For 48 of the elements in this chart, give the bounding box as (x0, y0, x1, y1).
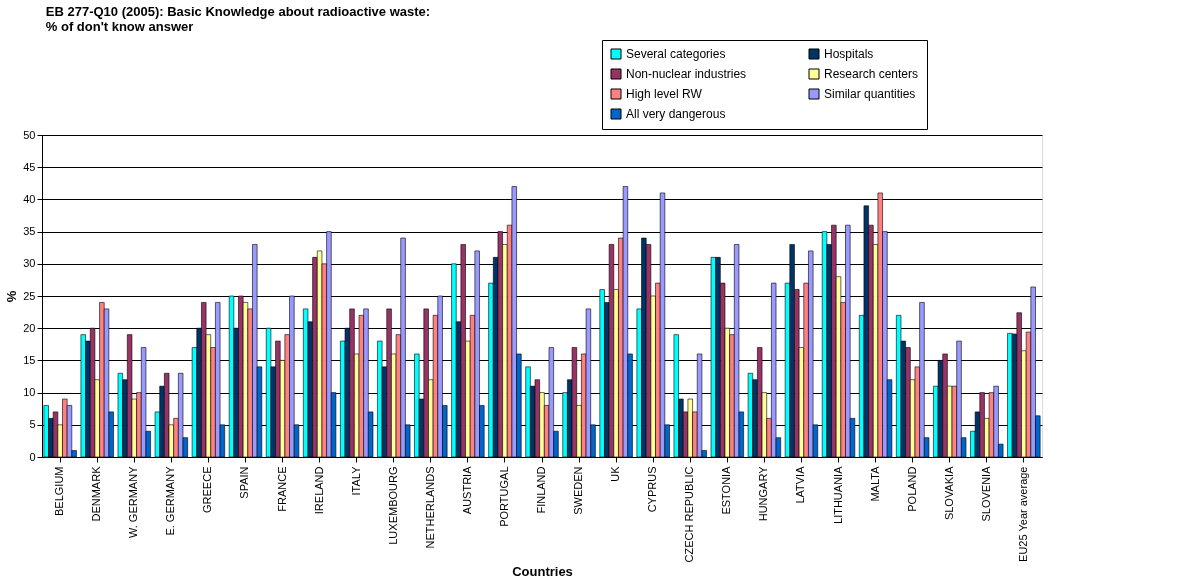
x-tick-label: CYPRUS (646, 466, 659, 513)
x-tick-label: BELGIUM (53, 466, 66, 517)
x-tick-label: SPAIN (238, 466, 251, 499)
x-tick-label: PORTUGAL (497, 466, 510, 527)
y-tick-label: 5 (29, 418, 36, 431)
y-tick-label: 10 (23, 386, 36, 399)
legend-label: Similar quantities (824, 87, 916, 101)
x-tick-label: UK (609, 465, 622, 482)
x-tick-label: FRANCE (275, 466, 288, 512)
x-tick-label: SLOVAKIA (942, 465, 955, 521)
y-tick-label: 45 (23, 160, 36, 173)
legend-label: Several categories (626, 47, 726, 61)
x-tick-label: GREECE (201, 466, 214, 513)
x-tick-label: HUNGARY (757, 465, 770, 522)
chart-title: EB 277-Q10 (2005): Basic Knowledge about radioactive waste: % of don't know answer (45, 3, 431, 34)
y-tick-label: 25 (23, 289, 36, 302)
x-tick-label: W. GERMANY (127, 465, 140, 539)
legend-label: All very dangerous (626, 107, 726, 121)
legend-label: High level RW (626, 87, 703, 101)
x-tick-label: MALTA (868, 465, 881, 502)
x-tick-label: LATVIA (794, 465, 807, 504)
x-tick-label: NETHERLANDS (423, 466, 436, 549)
x-tick-label: SLOVENIA (979, 465, 992, 522)
y-tick-label: 30 (23, 257, 36, 270)
legend-label: Research centers (824, 67, 919, 81)
x-tick-label: ESTONIA (720, 465, 733, 515)
y-tick-label: 0 (29, 450, 36, 463)
x-tick-label: DENMARK (90, 465, 103, 522)
legend-label: Non-nuclear industries (626, 67, 747, 81)
y-tick-label: 50 (23, 128, 36, 141)
y-tick-label: 40 (23, 192, 36, 205)
y-tick-label: 35 (23, 225, 36, 238)
x-tick-label: E. GERMANY (164, 465, 177, 536)
x-tick-label: EU25 Year average (1016, 466, 1029, 562)
x-tick-label: SWEDEN (572, 466, 585, 515)
y-tick-label: 20 (23, 321, 36, 334)
x-tick-label: LUXEMBOURG (386, 466, 399, 545)
x-axis-title: Countries (512, 564, 573, 580)
x-tick-label: IRELAND (312, 466, 325, 515)
x-tick-label: LITHUANIA (831, 465, 844, 524)
legend-label: Hospitals (824, 47, 874, 61)
x-tick-label: POLAND (905, 466, 918, 512)
x-tick-label: CZECH REPUBLIC (683, 466, 696, 563)
x-tick-label: AUSTRIA (460, 465, 473, 515)
y-axis-title: % (4, 290, 20, 303)
x-tick-label: ITALY (349, 465, 362, 496)
y-tick-label: 15 (23, 353, 36, 366)
x-tick-label: FINLAND (535, 466, 547, 514)
